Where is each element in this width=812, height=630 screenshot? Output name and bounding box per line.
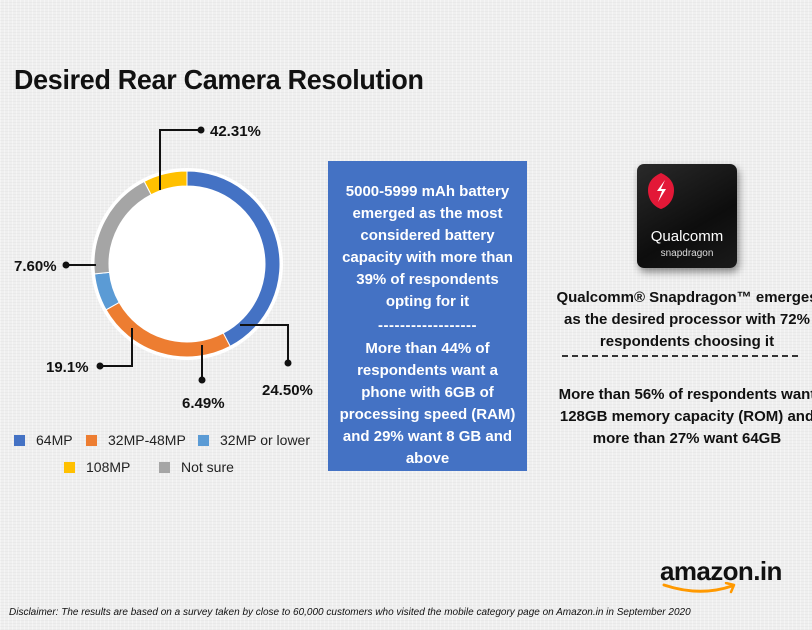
callout-line-not-sure: [100, 328, 133, 367]
callout-dot-32mp-lower: [198, 376, 206, 384]
legend-label: 108MP: [86, 459, 131, 475]
battery-ram-panel: 5000-5999 mAh battery emerged as the mos…: [328, 161, 527, 471]
battery-text: 5000-5999 mAh battery emerged as the mos…: [342, 183, 513, 310]
data-label-108mp: 7.60%: [14, 258, 57, 275]
callout-line-64mp: [159, 129, 200, 190]
legend-swatch: [86, 434, 97, 446]
ram-text: More than 44% of respondents want a phon…: [339, 340, 516, 467]
chip-brand-text: Qualcomm: [650, 228, 724, 245]
amazon-logo: amazon.in: [660, 556, 790, 596]
callout-dot-108mp: [62, 261, 70, 269]
data-label-32-48mp: 24.50%: [262, 382, 313, 399]
callout-dot-32-48mp: [284, 359, 292, 367]
data-label-64mp: 42.31%: [210, 123, 261, 140]
data-label-32mp-lower: 6.49%: [182, 395, 225, 410]
legend-swatch: [159, 461, 170, 473]
donut-slice-108mp: [143, 170, 188, 196]
legend-label: 32MP-48MP: [108, 432, 186, 448]
callout-dot-not-sure: [96, 362, 104, 370]
legend-label: Not sure: [181, 459, 234, 475]
snapdragon-logo-icon: [648, 173, 674, 209]
legend-item-not-sure: Not sure: [159, 459, 234, 475]
legend-swatch: [198, 434, 209, 446]
callout-line-32-48mp: [240, 324, 289, 363]
amazon-smile-icon: [662, 582, 736, 594]
donut-chart: 42.31% 24.50% 6.49% 19.1% 7.60%: [14, 123, 313, 410]
legend-swatch: [14, 434, 25, 446]
page-title: Desired Rear Camera Resolution: [14, 64, 424, 95]
data-label-not-sure: 19.1%: [46, 359, 89, 376]
amazon-logo-text: amazon.in: [660, 556, 782, 586]
right-divider: [562, 355, 798, 357]
legend-label: 32MP or lower: [220, 432, 311, 448]
chip-sub-text: snapdragon: [660, 248, 714, 259]
memory-text: More than 56% of respondents want 128GB …: [558, 386, 812, 447]
legend-swatch: [64, 461, 75, 473]
legend-item-32-48mp: 32MP-48MP: [86, 432, 186, 448]
legend-label: 64MP: [36, 432, 73, 448]
legend-item-108mp: 108MP: [64, 459, 130, 475]
legend-item-64mp: 64MP: [14, 432, 73, 448]
donut-halo: [91, 168, 283, 360]
panel-divider: ------------------: [378, 317, 477, 334]
snapdragon-chip-image: Qualcomm snapdragon: [637, 164, 737, 268]
callout-dot-64mp: [197, 126, 205, 134]
processor-text: Qualcomm® Snapdragon™ emerges as the des…: [556, 289, 812, 350]
legend-item-32mp-lower: 32MP or lower: [198, 432, 310, 448]
disclaimer-text: Disclaimer: The results are based on a s…: [9, 607, 691, 618]
